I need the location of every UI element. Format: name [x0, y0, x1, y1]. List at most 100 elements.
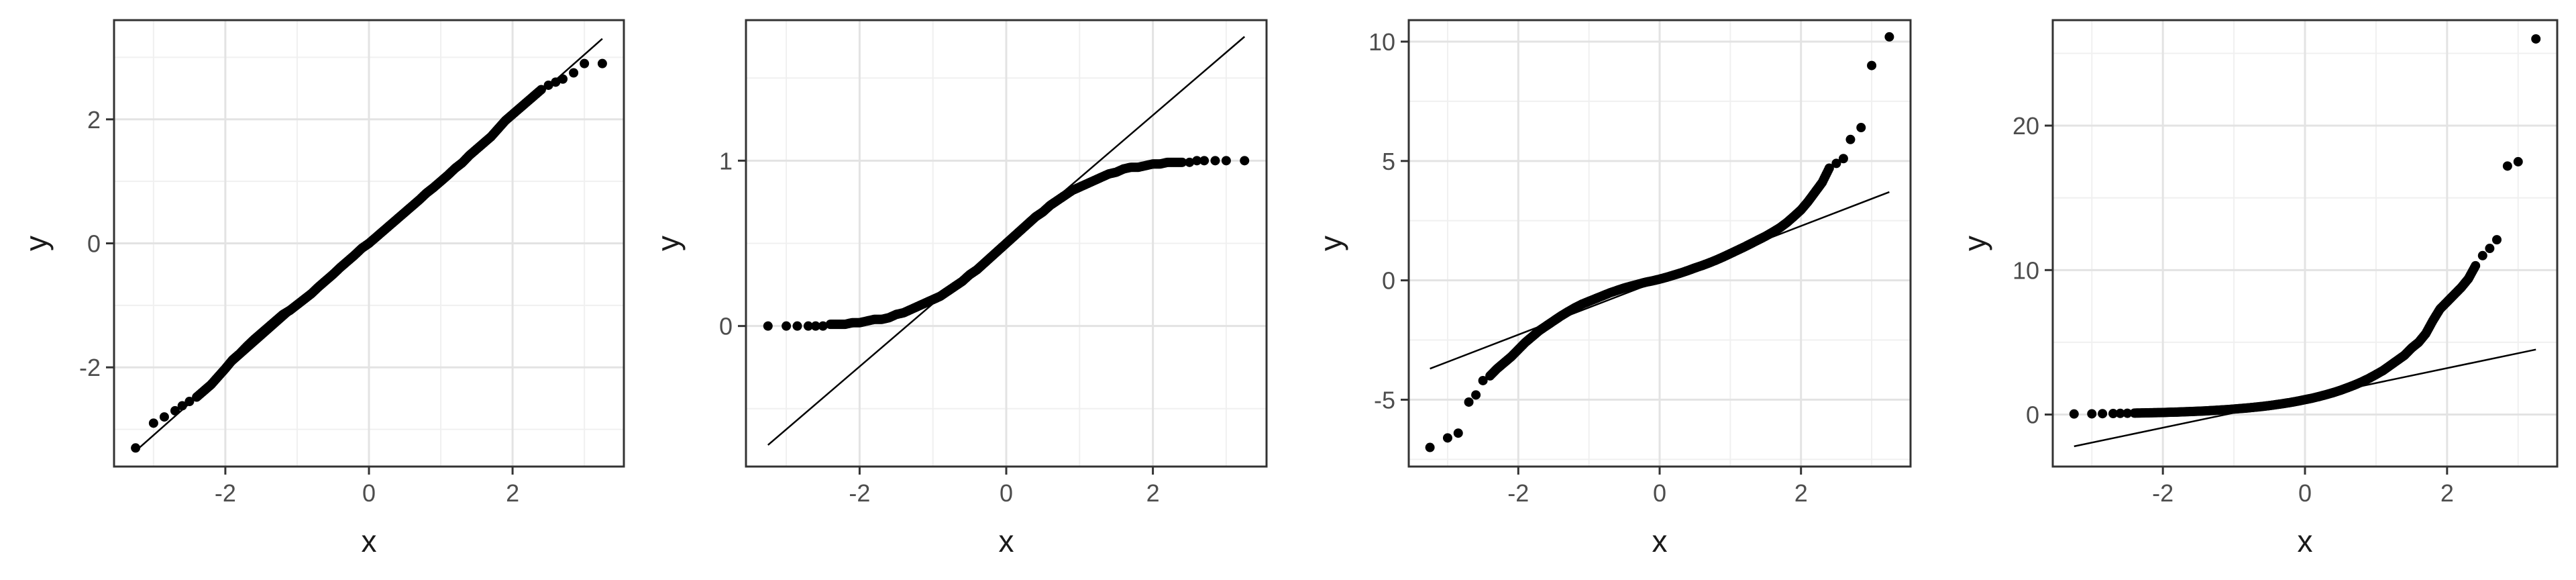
plot-area: [1425, 32, 1894, 452]
qq-point: [1075, 182, 1085, 192]
plot-area: [763, 36, 1250, 446]
y-axis-title: y: [19, 236, 54, 251]
qq-point: [292, 299, 302, 309]
qq-point: [1471, 390, 1481, 400]
qq-point: [1192, 156, 1202, 166]
qq-point: [1045, 200, 1055, 210]
qq-point: [2471, 260, 2481, 271]
qq-point: [1133, 162, 1143, 173]
qq-point: [1023, 218, 1033, 228]
qq-point: [1534, 326, 1544, 336]
x-tick-label: 2: [2440, 479, 2454, 507]
x-tick-label: -2: [215, 479, 236, 507]
qq-point: [2243, 403, 2253, 413]
qq-point: [321, 275, 331, 285]
y-tick-label: 10: [2012, 256, 2039, 284]
qq-point: [2123, 408, 2133, 418]
qq-point: [1775, 223, 1785, 233]
qq-point: [906, 305, 916, 315]
qq-point: [2179, 407, 2189, 417]
qq-point: [1697, 260, 1707, 271]
qq-point: [479, 138, 489, 148]
qq-point: [580, 58, 590, 68]
qq-point: [2087, 409, 2097, 419]
qq-point: [486, 132, 496, 142]
qq-point: [818, 321, 828, 331]
y-tick-label: 0: [2026, 401, 2039, 429]
qq-point: [2265, 401, 2275, 411]
qq-point: [2335, 385, 2345, 395]
x-tick-label: 0: [2298, 479, 2312, 507]
qq-point: [1542, 321, 1552, 331]
qq-point: [1845, 134, 1856, 144]
qq-point: [1221, 156, 1231, 166]
qq-point: [335, 262, 345, 273]
qq-point: [2378, 365, 2388, 375]
qq-point: [227, 355, 237, 365]
x-tick-label: 0: [1000, 479, 1013, 507]
qq-point: [328, 269, 338, 279]
qq-point: [2385, 360, 2396, 371]
qq-point: [2279, 399, 2289, 409]
qq-point: [1662, 272, 1672, 282]
qq-point: [2421, 329, 2431, 339]
qq-point: [536, 85, 546, 95]
qq-point: [898, 307, 908, 318]
qq-point: [2286, 397, 2296, 407]
qq-point: [1838, 154, 1848, 164]
qq-point: [1126, 162, 1136, 173]
y-tick-label: -5: [1374, 386, 1395, 414]
qq-point: [1655, 274, 1664, 284]
qq-point: [1060, 191, 1070, 201]
qq-point: [220, 364, 230, 374]
qq-point: [1520, 338, 1530, 348]
qq-point: [314, 282, 324, 292]
qq-point: [1669, 270, 1679, 280]
qq-point: [2158, 407, 2168, 418]
qq-point: [213, 372, 223, 382]
qq-point: [299, 294, 309, 304]
qq-point: [1453, 428, 1463, 438]
qq-point: [371, 232, 381, 242]
y-tick-label: 0: [87, 230, 101, 258]
qq-point: [2229, 404, 2239, 414]
qq-point: [2485, 244, 2495, 254]
y-axis-title: y: [1957, 236, 1992, 251]
qq-point: [1038, 207, 1048, 217]
qq-point: [2406, 343, 2416, 353]
qq-point: [2442, 297, 2452, 307]
qq-point: [1478, 375, 1488, 385]
qq-point: [1527, 332, 1538, 342]
qq-point: [2151, 407, 2161, 418]
qq-point: [847, 318, 857, 328]
qq-point: [242, 341, 252, 351]
qq-point: [2457, 283, 2467, 293]
qq-point: [1605, 288, 1615, 298]
qq-point: [965, 270, 975, 280]
qq-point: [414, 195, 424, 205]
qq-point: [1111, 167, 1121, 177]
qq-point: [1711, 255, 1721, 265]
qq-point: [987, 252, 997, 262]
qq-point: [500, 115, 511, 126]
qq-point: [529, 91, 539, 101]
qq-point: [558, 74, 568, 84]
qq-point: [1633, 279, 1644, 289]
y-tick-label: 10: [1368, 28, 1395, 56]
y-tick-label: 2: [87, 106, 101, 134]
qq-point: [1185, 157, 1195, 167]
qq-point: [869, 314, 879, 324]
qq-point: [256, 328, 266, 338]
qq-point: [1810, 187, 1820, 197]
qq-point: [464, 150, 474, 160]
qq-point: [493, 124, 503, 134]
qq-point: [1442, 433, 1452, 443]
qq-point: [192, 392, 202, 402]
qq-point: [421, 188, 431, 198]
qq-point: [2129, 408, 2139, 418]
qq-point: [458, 158, 468, 168]
qq-point: [515, 103, 525, 113]
qq-point: [862, 316, 872, 326]
qq-point: [1425, 442, 1435, 452]
qq-point: [950, 281, 960, 291]
